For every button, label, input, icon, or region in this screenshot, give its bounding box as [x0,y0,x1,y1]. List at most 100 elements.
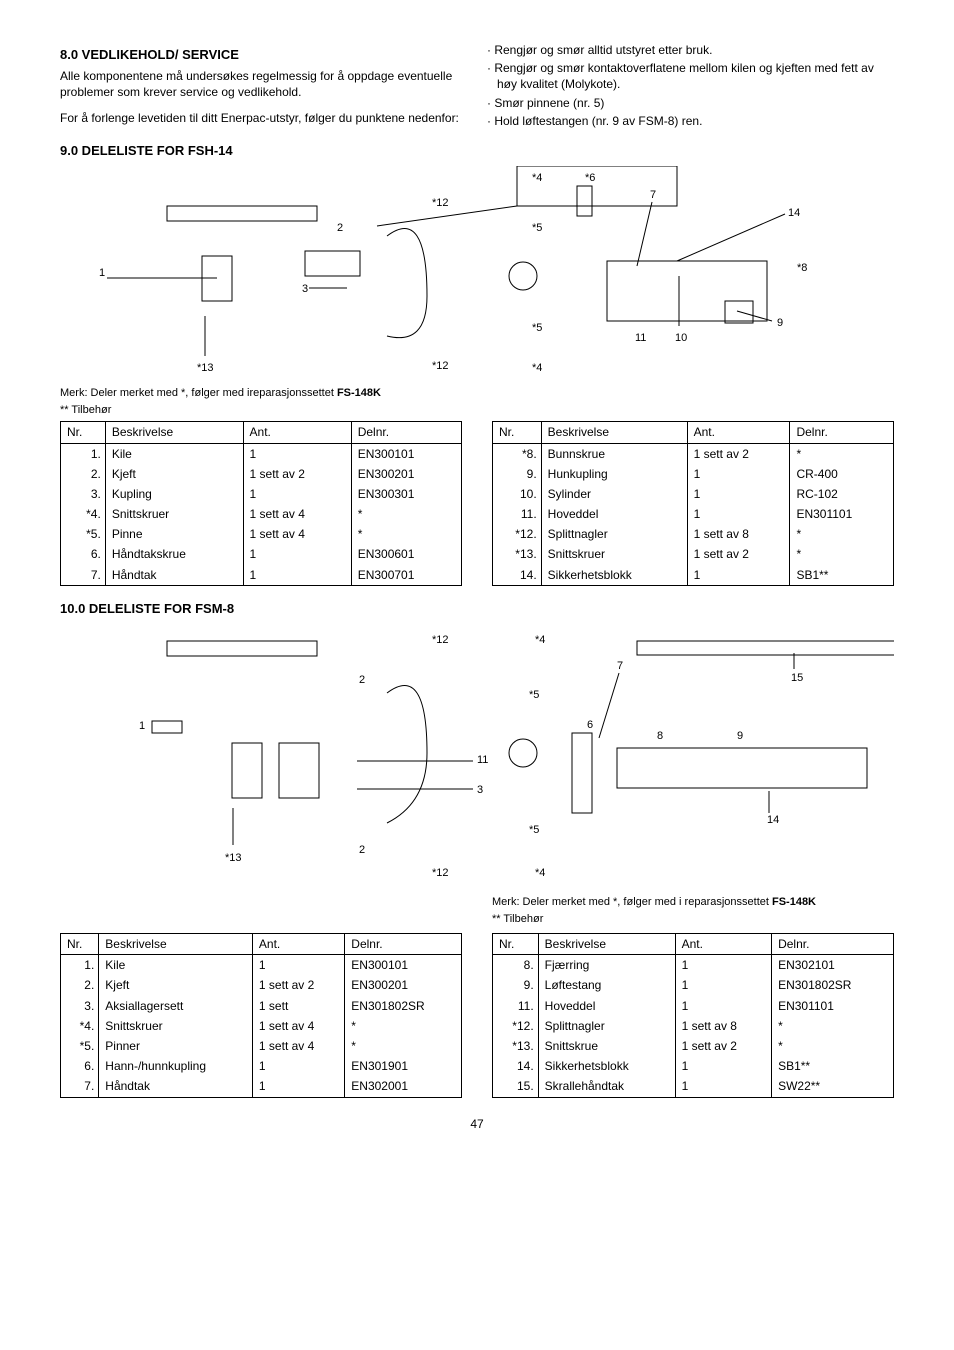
cell-nr: 15. [493,1076,539,1097]
cell-delnr: EN300601 [351,544,461,564]
cell-delnr: * [790,524,894,544]
intro-p1: Alle komponentene må undersøkes regelmes… [60,68,467,100]
cell-ant: 1 [687,484,790,504]
svg-text:*4: *4 [535,867,545,879]
cell-nr: 9. [493,975,539,995]
table-row: 1.Kile1EN300101 [61,443,462,464]
th-delnr: Delnr. [772,934,894,955]
table-row: 14.Sikkerhetsblokk1SB1** [493,1056,894,1076]
table-row: 11.Hoveddel1EN301101 [493,996,894,1016]
svg-text:*13: *13 [225,852,242,864]
cell-ant: 1 [243,544,351,564]
table-row: 8.Fjærring1EN302101 [493,955,894,976]
table-row: *12.Splittnagler1 sett av 8* [493,1016,894,1036]
note-9-1: Merk: Deler merket med *, følger med ire… [60,386,894,401]
cell-ant: 1 [243,484,351,504]
cell-ant: 1 sett av 2 [252,975,344,995]
bullet-item: Rengjør og smør kontaktoverflatene mello… [487,60,894,92]
cell-besk: Kjeft [105,464,243,484]
cell-besk: Fjærring [538,955,675,976]
heading-9: 9.0 DELELISTE FOR FSH-14 [60,142,894,160]
cell-nr: 7. [61,1076,99,1097]
cell-delnr: SW22** [772,1076,894,1097]
cell-nr: *13. [493,544,542,564]
table-row: 14.Sikkerhetsblokk1SB1** [493,565,894,586]
cell-besk: Kjeft [99,975,253,995]
th-nr: Nr. [493,934,539,955]
svg-text:7: 7 [650,189,656,201]
cell-besk: Sylinder [541,484,687,504]
table-row: *4.Snittskruer1 sett av 4* [61,1016,462,1036]
table-10-right: Nr. Beskrivelse Ant. Delnr. 8.Fjærring1E… [492,933,894,1098]
diagram-fsh14: 1 *13 2 3 *12 *12 *4 *4 *5 *5 *6 11 10 7… [60,166,894,376]
tables-row-9: Nr. Beskrivelse Ant. Delnr. 1.Kile1EN300… [60,421,894,586]
note-bold: FS-148K [772,896,816,908]
cell-ant: 1 [252,955,344,976]
svg-text:10: 10 [675,332,687,344]
table-row: 3.Kupling1EN300301 [61,484,462,504]
note-10-2: ** Tilbehør [492,912,894,927]
cell-nr: 14. [493,1056,539,1076]
note-10-1: Merk: Deler merket med *, følger med i r… [492,895,894,910]
table-row: 9.Løftestang1EN301802SR [493,975,894,995]
cell-delnr: EN300301 [351,484,461,504]
cell-delnr: EN300701 [351,565,461,586]
cell-nr: *13. [493,1036,539,1056]
svg-text:11: 11 [477,754,488,766]
cell-ant: 1 sett av 8 [687,524,790,544]
parts-table: Nr. Beskrivelse Ant. Delnr. 1.Kile1EN300… [60,933,462,1098]
note-text: Merk: Deler merket med *, følger med ire… [60,387,337,399]
svg-text:*5: *5 [529,689,539,701]
svg-text:*12: *12 [432,634,449,646]
cell-delnr: * [790,443,894,464]
heading-10: 10.0 DELELISTE FOR FSM-8 [60,600,894,618]
bullet-item: Smør pinnene (nr. 5) [487,95,894,111]
table-row: 10.Sylinder1RC-102 [493,484,894,504]
th-besk: Beskrivelse [105,422,243,443]
note-9-2: ** Tilbehør [60,403,894,418]
table-row: 7.Håndtak1EN300701 [61,565,462,586]
table-10-left: Nr. Beskrivelse Ant. Delnr. 1.Kile1EN300… [60,933,462,1098]
table-row: 11.Hoveddel1EN301101 [493,504,894,524]
svg-text:14: 14 [767,814,779,826]
bullet-item: Hold løftestangen (nr. 9 av FSM-8) ren. [487,113,894,129]
cell-delnr: RC-102 [790,484,894,504]
table-row: 15.Skrallehåndtak1SW22** [493,1076,894,1097]
svg-text:*5: *5 [532,222,542,234]
cell-delnr: EN301802SR [345,996,462,1016]
svg-text:9: 9 [737,730,743,742]
cell-besk: Kile [99,955,253,976]
cell-delnr: EN300101 [345,955,462,976]
table-9-right: Nr. Beskrivelse Ant. Delnr. *8.Bunnskrue… [492,421,894,586]
cell-ant: 1 sett av 4 [252,1036,344,1056]
svg-text:*4: *4 [535,634,545,646]
cell-nr: *5. [61,1036,99,1056]
cell-nr: 2. [61,975,99,995]
cell-besk: Pinner [99,1036,253,1056]
bullet-item: Rengjør og smør alltid utstyret etter br… [487,42,894,58]
parts-table: Nr. Beskrivelse Ant. Delnr. *8.Bunnskrue… [492,421,894,586]
svg-text:1: 1 [139,720,145,732]
heading-8: 8.0 VEDLIKEHOLD/ SERVICE [60,46,467,64]
svg-text:1: 1 [99,267,105,279]
cell-besk: Håndtakskrue [105,544,243,564]
table-row: *13.Snittskruer1 sett av 2* [493,544,894,564]
th-nr: Nr. [493,422,542,443]
th-nr: Nr. [61,934,99,955]
cell-ant: 1 [687,565,790,586]
cell-delnr: * [345,1016,462,1036]
th-ant: Ant. [252,934,344,955]
svg-text:2: 2 [359,844,365,856]
cell-besk: Snittskruer [105,504,243,524]
svg-text:*5: *5 [529,824,539,836]
svg-text:3: 3 [477,784,483,796]
cell-nr: 3. [61,996,99,1016]
svg-text:14: 14 [788,207,800,219]
svg-text:6: 6 [587,719,593,731]
table-row: *12.Splittnagler1 sett av 8* [493,524,894,544]
cell-besk: Aksiallagersett [99,996,253,1016]
cell-nr: 1. [61,955,99,976]
cell-nr: 3. [61,484,106,504]
table-row: *8.Bunnskrue1 sett av 2* [493,443,894,464]
parts-table: Nr. Beskrivelse Ant. Delnr. 1.Kile1EN300… [60,421,462,586]
